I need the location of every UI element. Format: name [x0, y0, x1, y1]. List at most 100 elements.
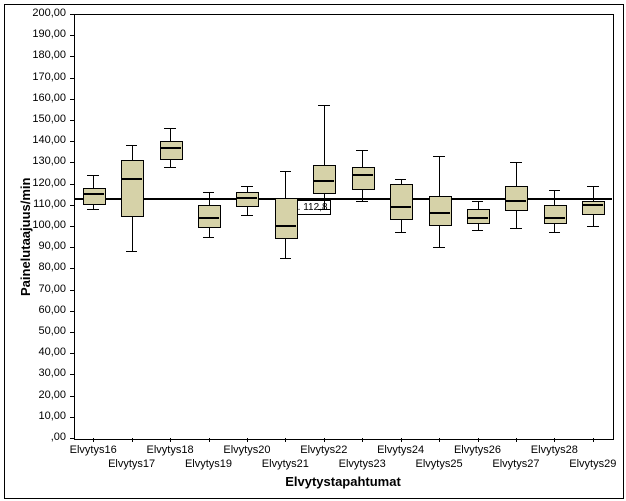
whisker [132, 145, 133, 160]
median-line [505, 200, 526, 202]
median-line [121, 178, 142, 180]
median-line [313, 180, 334, 182]
whisker-cap [472, 230, 484, 231]
y-tick-label: 160,00 [0, 92, 66, 104]
whisker-cap [356, 150, 368, 151]
whisker-cap [472, 201, 484, 202]
y-tick-label: 70,00 [0, 283, 66, 295]
y-tick-label: ,00 [0, 431, 66, 443]
median-line [236, 197, 257, 199]
reference-line [74, 198, 612, 200]
whisker-cap [241, 186, 253, 187]
whisker-cap [318, 209, 330, 210]
y-tick-mark [70, 35, 74, 36]
whisker [593, 186, 594, 201]
x-tick-label: Elvytys16 [53, 444, 133, 456]
x-tick-mark [285, 438, 286, 442]
whisker-cap [318, 105, 330, 106]
y-tick-label: 200,00 [0, 7, 66, 19]
y-tick-label: 40,00 [0, 346, 66, 358]
x-tick-mark [478, 438, 479, 442]
y-tick-label: 110,00 [0, 198, 66, 210]
whisker [439, 224, 440, 247]
median-line [390, 206, 411, 208]
box [313, 165, 336, 195]
x-tick-mark [401, 438, 402, 442]
x-tick-label: Elvytys24 [361, 444, 441, 456]
whisker-cap [164, 167, 176, 168]
whisker [362, 150, 363, 167]
whisker [516, 209, 517, 228]
x-tick-label: Elvytys25 [399, 458, 479, 470]
median-line [198, 217, 219, 219]
whisker-cap [126, 145, 138, 146]
median-line [429, 212, 450, 214]
whisker [285, 237, 286, 258]
whisker [132, 215, 133, 251]
y-tick-mark [70, 247, 74, 248]
whisker-cap [587, 186, 599, 187]
y-axis-title: Painelutaajuus/min [18, 178, 33, 296]
median-line [160, 147, 181, 149]
y-tick-mark [70, 311, 74, 312]
chart-stage: k.a. 112,8 Painelutaajuus/min Elvytystap… [0, 0, 626, 501]
x-tick-mark [593, 438, 594, 442]
y-tick-label: 60,00 [0, 304, 66, 316]
x-tick-label: Elvytys26 [438, 444, 518, 456]
x-tick-label: Elvytys17 [92, 458, 172, 470]
y-tick-label: 120,00 [0, 177, 66, 189]
y-tick-mark [70, 417, 74, 418]
whisker-cap [87, 175, 99, 176]
whisker [209, 192, 210, 205]
median-line [352, 174, 373, 176]
y-tick-label: 180,00 [0, 49, 66, 61]
x-tick-label: Elvytys28 [514, 444, 594, 456]
whisker-cap [549, 190, 561, 191]
whisker [554, 190, 555, 205]
median-line [544, 217, 565, 219]
whisker [439, 156, 440, 196]
whisker [478, 201, 479, 209]
whisker-cap [549, 232, 561, 233]
y-tick-mark [70, 353, 74, 354]
whisker-cap [433, 247, 445, 248]
whisker [401, 218, 402, 233]
box [121, 160, 144, 217]
box [83, 188, 106, 205]
y-tick-mark [70, 332, 74, 333]
x-tick-label: Elvytys19 [169, 458, 249, 470]
y-tick-mark [70, 226, 74, 227]
y-tick-mark [70, 99, 74, 100]
y-tick-label: 130,00 [0, 155, 66, 167]
whisker-cap [510, 228, 522, 229]
box [352, 167, 375, 190]
x-tick-mark [516, 438, 517, 442]
x-tick-mark [93, 438, 94, 442]
y-tick-label: 20,00 [0, 389, 66, 401]
y-tick-label: 100,00 [0, 219, 66, 231]
whisker [93, 175, 94, 188]
y-tick-mark [70, 374, 74, 375]
y-tick-label: 90,00 [0, 240, 66, 252]
y-tick-mark [70, 141, 74, 142]
whisker [516, 162, 517, 185]
y-tick-label: 190,00 [0, 28, 66, 40]
whisker-cap [356, 201, 368, 202]
x-tick-label: Elvytys20 [207, 444, 287, 456]
median-line [467, 217, 488, 219]
whisker [170, 128, 171, 141]
median-line [582, 204, 603, 206]
box [390, 184, 413, 220]
y-tick-label: 140,00 [0, 134, 66, 146]
whisker-cap [87, 209, 99, 210]
y-tick-mark [70, 184, 74, 185]
whisker-cap [280, 171, 292, 172]
y-tick-mark [70, 162, 74, 163]
x-tick-mark [170, 438, 171, 442]
whisker [324, 105, 325, 164]
median-line [83, 193, 104, 195]
x-tick-mark [362, 438, 363, 442]
box [544, 205, 567, 224]
whisker-cap [280, 258, 292, 259]
y-tick-label: 30,00 [0, 367, 66, 379]
